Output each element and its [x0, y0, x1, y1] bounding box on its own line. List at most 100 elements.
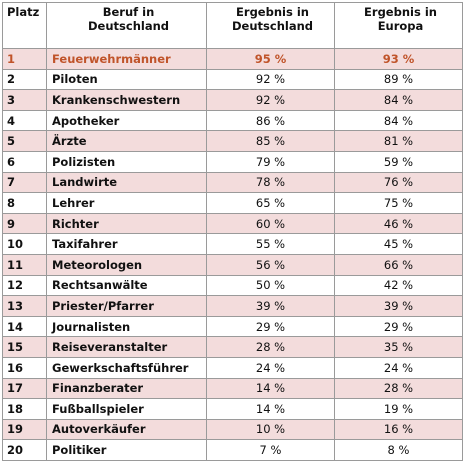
rank-cell: 16 [2, 356, 47, 379]
profession-cell: Landwirte [46, 171, 207, 194]
rank-cell: 5 [2, 130, 47, 152]
rank-cell: 17 [2, 377, 47, 400]
result-deutschland-cell: 55 % [206, 233, 335, 255]
result-europa-cell: 84 % [334, 89, 463, 111]
table-row: 6 Polizisten 79 % 59 % [2, 150, 463, 173]
rank-cell: 9 [2, 212, 47, 235]
result-deutschland-cell: 14 % [206, 398, 335, 420]
result-deutschland-cell: 28 % [206, 336, 335, 358]
result-europa-cell: 46 % [334, 212, 463, 235]
header-ergebnis-europa: Ergebnis in Europa [334, 2, 463, 49]
table-row: 1 Feuerwehrmänner 95 % 93 % [2, 48, 463, 70]
result-europa-cell: 93 % [334, 48, 463, 70]
table-row: 4 Apotheker 86 % 84 % [2, 109, 463, 132]
table-body: 1 Feuerwehrmänner 95 % 93 % 2 Piloten 92 % 89 %… [2, 48, 463, 461]
profession-cell: Krankenschwestern [46, 89, 207, 111]
result-deutschland-cell: 39 % [206, 295, 335, 317]
table-header: Platz Beruf in Deutschland Ergebnis in Deu… [2, 2, 463, 49]
profession-cell: Politiker [46, 439, 207, 461]
result-europa-cell: 19 % [334, 398, 463, 420]
result-europa-cell: 8 % [334, 439, 463, 461]
result-europa-cell: 45 % [334, 233, 463, 255]
rank-cell: 20 [2, 439, 47, 461]
result-europa-cell: 29 % [334, 315, 463, 338]
profession-cell: Richter [46, 212, 207, 235]
table-row: 5 Ärzte 85 % 81 % [2, 130, 463, 152]
result-europa-cell: 16 % [334, 418, 463, 441]
table-row: 7 Landwirte 78 % 76 % [2, 171, 463, 194]
result-deutschland-cell: 56 % [206, 253, 335, 276]
table-row: 8 Lehrer 65 % 75 % [2, 192, 463, 214]
table-row: 15 Reiseveranstalter 28 % 35 % [2, 336, 463, 358]
profession-cell: Rechtsanwälte [46, 274, 207, 297]
result-deutschland-cell: 79 % [206, 150, 335, 173]
table-row: 10 Taxifahrer 55 % 45 % [2, 233, 463, 255]
result-deutschland-cell: 29 % [206, 315, 335, 338]
result-deutschland-cell: 65 % [206, 192, 335, 214]
table-row: 11 Meteorologen 56 % 66 % [2, 253, 463, 276]
result-europa-cell: 81 % [334, 130, 463, 152]
result-europa-cell: 75 % [334, 192, 463, 214]
profession-cell: Taxifahrer [46, 233, 207, 255]
profession-cell: Apotheker [46, 109, 207, 132]
rank-cell: 14 [2, 315, 47, 338]
header-platz: Platz [2, 2, 47, 49]
header-beruf: Beruf in Deutschland [46, 2, 207, 49]
result-deutschland-cell: 24 % [206, 356, 335, 379]
result-europa-cell: 89 % [334, 68, 463, 91]
rank-cell: 18 [2, 398, 47, 420]
profession-trust-table: Platz Beruf in Deutschland Ergebnis in Deu… [2, 2, 463, 461]
profession-cell: Polizisten [46, 150, 207, 173]
table-row: 19 Autoverkäufer 10 % 16 % [2, 418, 463, 441]
result-deutschland-cell: 10 % [206, 418, 335, 441]
rank-cell: 7 [2, 171, 47, 194]
result-deutschland-cell: 78 % [206, 171, 335, 194]
rank-cell: 13 [2, 295, 47, 317]
table-row: 16 Gewerkschaftsführer 24 % 24 % [2, 356, 463, 379]
result-deutschland-cell: 86 % [206, 109, 335, 132]
result-europa-cell: 28 % [334, 377, 463, 400]
rank-cell: 8 [2, 192, 47, 214]
profession-cell: Feuerwehrmänner [46, 48, 207, 70]
profession-cell: Piloten [46, 68, 207, 91]
result-deutschland-cell: 14 % [206, 377, 335, 400]
header-row: Platz Beruf in Deutschland Ergebnis in Deu… [2, 2, 463, 49]
table-row: 18 Fußballspieler 14 % 19 % [2, 398, 463, 420]
result-deutschland-cell: 95 % [206, 48, 335, 70]
result-europa-cell: 76 % [334, 171, 463, 194]
result-europa-cell: 35 % [334, 336, 463, 358]
result-europa-cell: 84 % [334, 109, 463, 132]
profession-cell: Priester/Pfarrer [46, 295, 207, 317]
table-row: 3 Krankenschwestern 92 % 84 % [2, 89, 463, 111]
result-deutschland-cell: 7 % [206, 439, 335, 461]
rank-cell: 1 [2, 48, 47, 70]
rank-cell: 15 [2, 336, 47, 358]
table-row: 17 Finanzberater 14 % 28 % [2, 377, 463, 400]
rank-cell: 2 [2, 68, 47, 91]
rank-cell: 19 [2, 418, 47, 441]
result-deutschland-cell: 92 % [206, 89, 335, 111]
rank-cell: 3 [2, 89, 47, 111]
profession-cell: Ärzte [46, 130, 207, 152]
result-europa-cell: 59 % [334, 150, 463, 173]
rank-cell: 6 [2, 150, 47, 173]
result-europa-cell: 42 % [334, 274, 463, 297]
table-row: 2 Piloten 92 % 89 % [2, 68, 463, 91]
profession-cell: Journalisten [46, 315, 207, 338]
result-europa-cell: 66 % [334, 253, 463, 276]
result-deutschland-cell: 60 % [206, 212, 335, 235]
profession-cell: Autoverkäufer [46, 418, 207, 441]
rank-cell: 10 [2, 233, 47, 255]
profession-cell: Fußballspieler [46, 398, 207, 420]
result-deutschland-cell: 92 % [206, 68, 335, 91]
result-deutschland-cell: 50 % [206, 274, 335, 297]
profession-cell: Gewerkschaftsführer [46, 356, 207, 379]
table-row: 20 Politiker 7 % 8 % [2, 439, 463, 461]
profession-cell: Finanzberater [46, 377, 207, 400]
rank-cell: 12 [2, 274, 47, 297]
rank-cell: 11 [2, 253, 47, 276]
header-ergebnis-deutschland: Ergebnis in Deutschland [206, 2, 335, 49]
profession-cell: Lehrer [46, 192, 207, 214]
result-europa-cell: 24 % [334, 356, 463, 379]
